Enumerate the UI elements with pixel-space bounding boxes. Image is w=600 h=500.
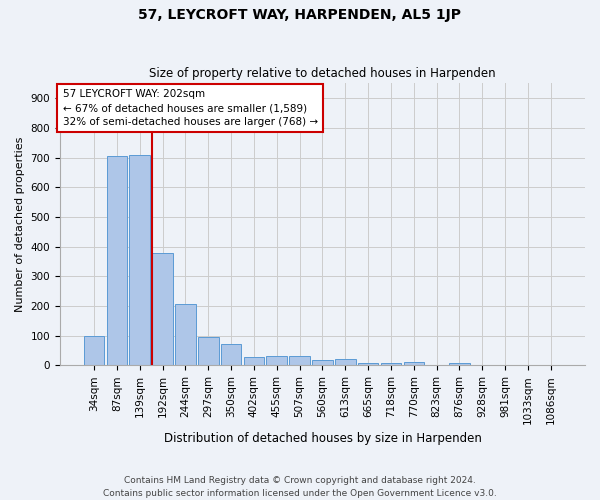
Bar [130, 154, 150, 366]
Text: Contains HM Land Registry data © Crown copyright and database right 2024.
Contai: Contains HM Land Registry data © Crown c… [103, 476, 497, 498]
Bar [107, 156, 127, 366]
Text: 57, LEYCROFT WAY, HARPENDEN, AL5 1JP: 57, LEYCROFT WAY, HARPENDEN, AL5 1JP [139, 8, 461, 22]
Bar [335, 360, 356, 366]
Y-axis label: Number of detached properties: Number of detached properties [15, 136, 25, 312]
Bar [152, 254, 173, 366]
Bar [289, 356, 310, 366]
Bar [358, 362, 379, 366]
Bar [380, 363, 401, 366]
Bar [312, 360, 333, 366]
Text: 57 LEYCROFT WAY: 202sqm
← 67% of detached houses are smaller (1,589)
32% of semi: 57 LEYCROFT WAY: 202sqm ← 67% of detache… [62, 89, 317, 127]
Bar [221, 344, 241, 366]
Bar [84, 336, 104, 366]
Bar [244, 356, 264, 366]
Title: Size of property relative to detached houses in Harpenden: Size of property relative to detached ho… [149, 66, 496, 80]
Bar [266, 356, 287, 366]
Bar [449, 362, 470, 366]
Bar [175, 304, 196, 366]
Bar [198, 337, 218, 366]
Bar [404, 362, 424, 366]
X-axis label: Distribution of detached houses by size in Harpenden: Distribution of detached houses by size … [164, 432, 481, 445]
